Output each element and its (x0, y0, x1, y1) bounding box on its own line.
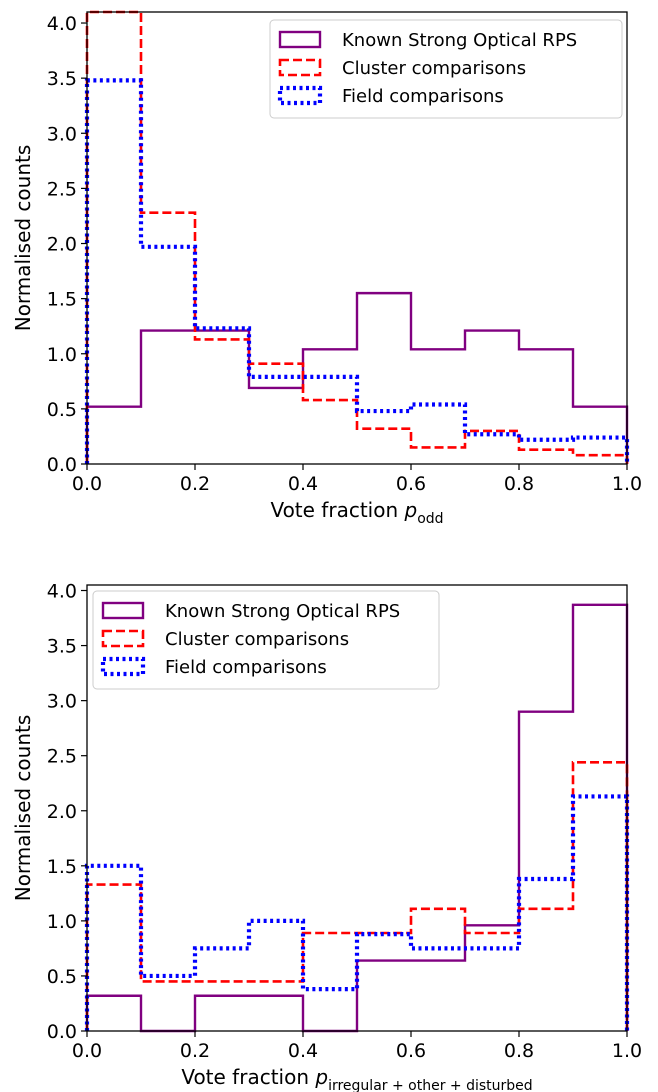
legend: Known Strong Optical RPS Cluster comparis… (92, 590, 440, 690)
y-tick-label: 0.0 (47, 1021, 77, 1043)
y-tick-label: 2.0 (47, 801, 77, 823)
panel-bottom-histogram: 0.0 0.2 0.4 0.6 0.8 1.0 0.0 0.5 1.0 1.5 2.0 2.5 3.0 3… (11, 581, 642, 1092)
legend-label-cluster-comparisons: Cluster comparisons (342, 58, 526, 79)
series-cluster-comparisons (85, 10, 629, 464)
legend-label-known-strong-optical-rps: Known Strong Optical RPS (165, 601, 400, 622)
x-tick-label: 0.6 (396, 1040, 426, 1062)
x-tick-label: 0.2 (180, 1040, 210, 1062)
y-tick-label: 0.0 (47, 454, 77, 476)
x-axis-label: Vote fraction pirregular + other + distu… (181, 1065, 532, 1092)
x-tick-label: 1.0 (612, 473, 642, 495)
series-cluster-comparisons (85, 760, 629, 1031)
y-tick-label: 3.0 (47, 123, 77, 145)
y-tick-label: 2.0 (47, 234, 77, 256)
x-tick-label: 0.0 (72, 473, 102, 495)
legend-handle-field-comparisons (277, 85, 323, 106)
x-tick-label: 0.8 (504, 473, 534, 495)
y-tick-label: 0.5 (47, 399, 77, 421)
x-tick-label: 0.6 (396, 473, 426, 495)
axes-frame (86, 584, 628, 1032)
x-axis-label: Vote fraction podd (270, 498, 443, 527)
y-tick-label: 2.5 (47, 746, 77, 768)
y-tick-label: 3.5 (47, 68, 77, 90)
legend: Known Strong Optical RPS Cluster comparis… (269, 19, 623, 119)
y-tick-label: 1.0 (47, 344, 77, 366)
legend-label-known-strong-optical-rps: Known Strong Optical RPS (342, 30, 577, 51)
y-axis-label: Normalised counts (11, 145, 35, 332)
x-tick-label: 0.4 (288, 473, 318, 495)
y-tick-label: 1.5 (47, 856, 77, 878)
legend-box (269, 19, 623, 119)
x-tick-label: 0.0 (72, 1040, 102, 1062)
x-tick-label: 0.8 (504, 1040, 534, 1062)
series-known-strong-optical-rps (85, 291, 629, 464)
y-tick-label: 1.5 (47, 289, 77, 311)
legend-label-cluster-comparisons: Cluster comparisons (165, 629, 349, 650)
series-field-comparisons (84, 794, 630, 1031)
legend-box (92, 590, 440, 690)
y-tick-label: 3.0 (47, 691, 77, 713)
legend-label-field-comparisons: Field comparisons (165, 657, 327, 678)
x-tick-label: 0.4 (288, 1040, 318, 1062)
y-axis-label: Normalised counts (11, 715, 35, 902)
y-tick-label: 2.5 (47, 178, 77, 200)
x-tick-label: 1.0 (612, 1040, 642, 1062)
x-tick-label: 0.2 (180, 473, 210, 495)
legend-handle-cluster-comparisons (101, 629, 145, 648)
legend-handle-known-strong-optical-rps (101, 601, 145, 620)
y-tick-label: 1.0 (47, 911, 77, 933)
legend-handle-field-comparisons (100, 656, 146, 677)
legend-label-field-comparisons: Field comparisons (342, 86, 504, 107)
legend-handle-cluster-comparisons (278, 58, 322, 77)
axes-frame (86, 11, 628, 465)
y-tick-label: 0.5 (47, 966, 77, 988)
panel-top-histogram: 0.0 0.2 0.4 0.6 0.8 1.0 0.0 0.5 1.0 1.5 2.0 2.5 3.0 3… (11, 10, 642, 527)
y-tick-label: 3.5 (47, 636, 77, 658)
series-field-comparisons (84, 78, 630, 464)
y-tick-label: 4.0 (47, 581, 77, 603)
legend-handle-known-strong-optical-rps (278, 30, 322, 49)
y-tick-label: 4.0 (47, 13, 77, 35)
